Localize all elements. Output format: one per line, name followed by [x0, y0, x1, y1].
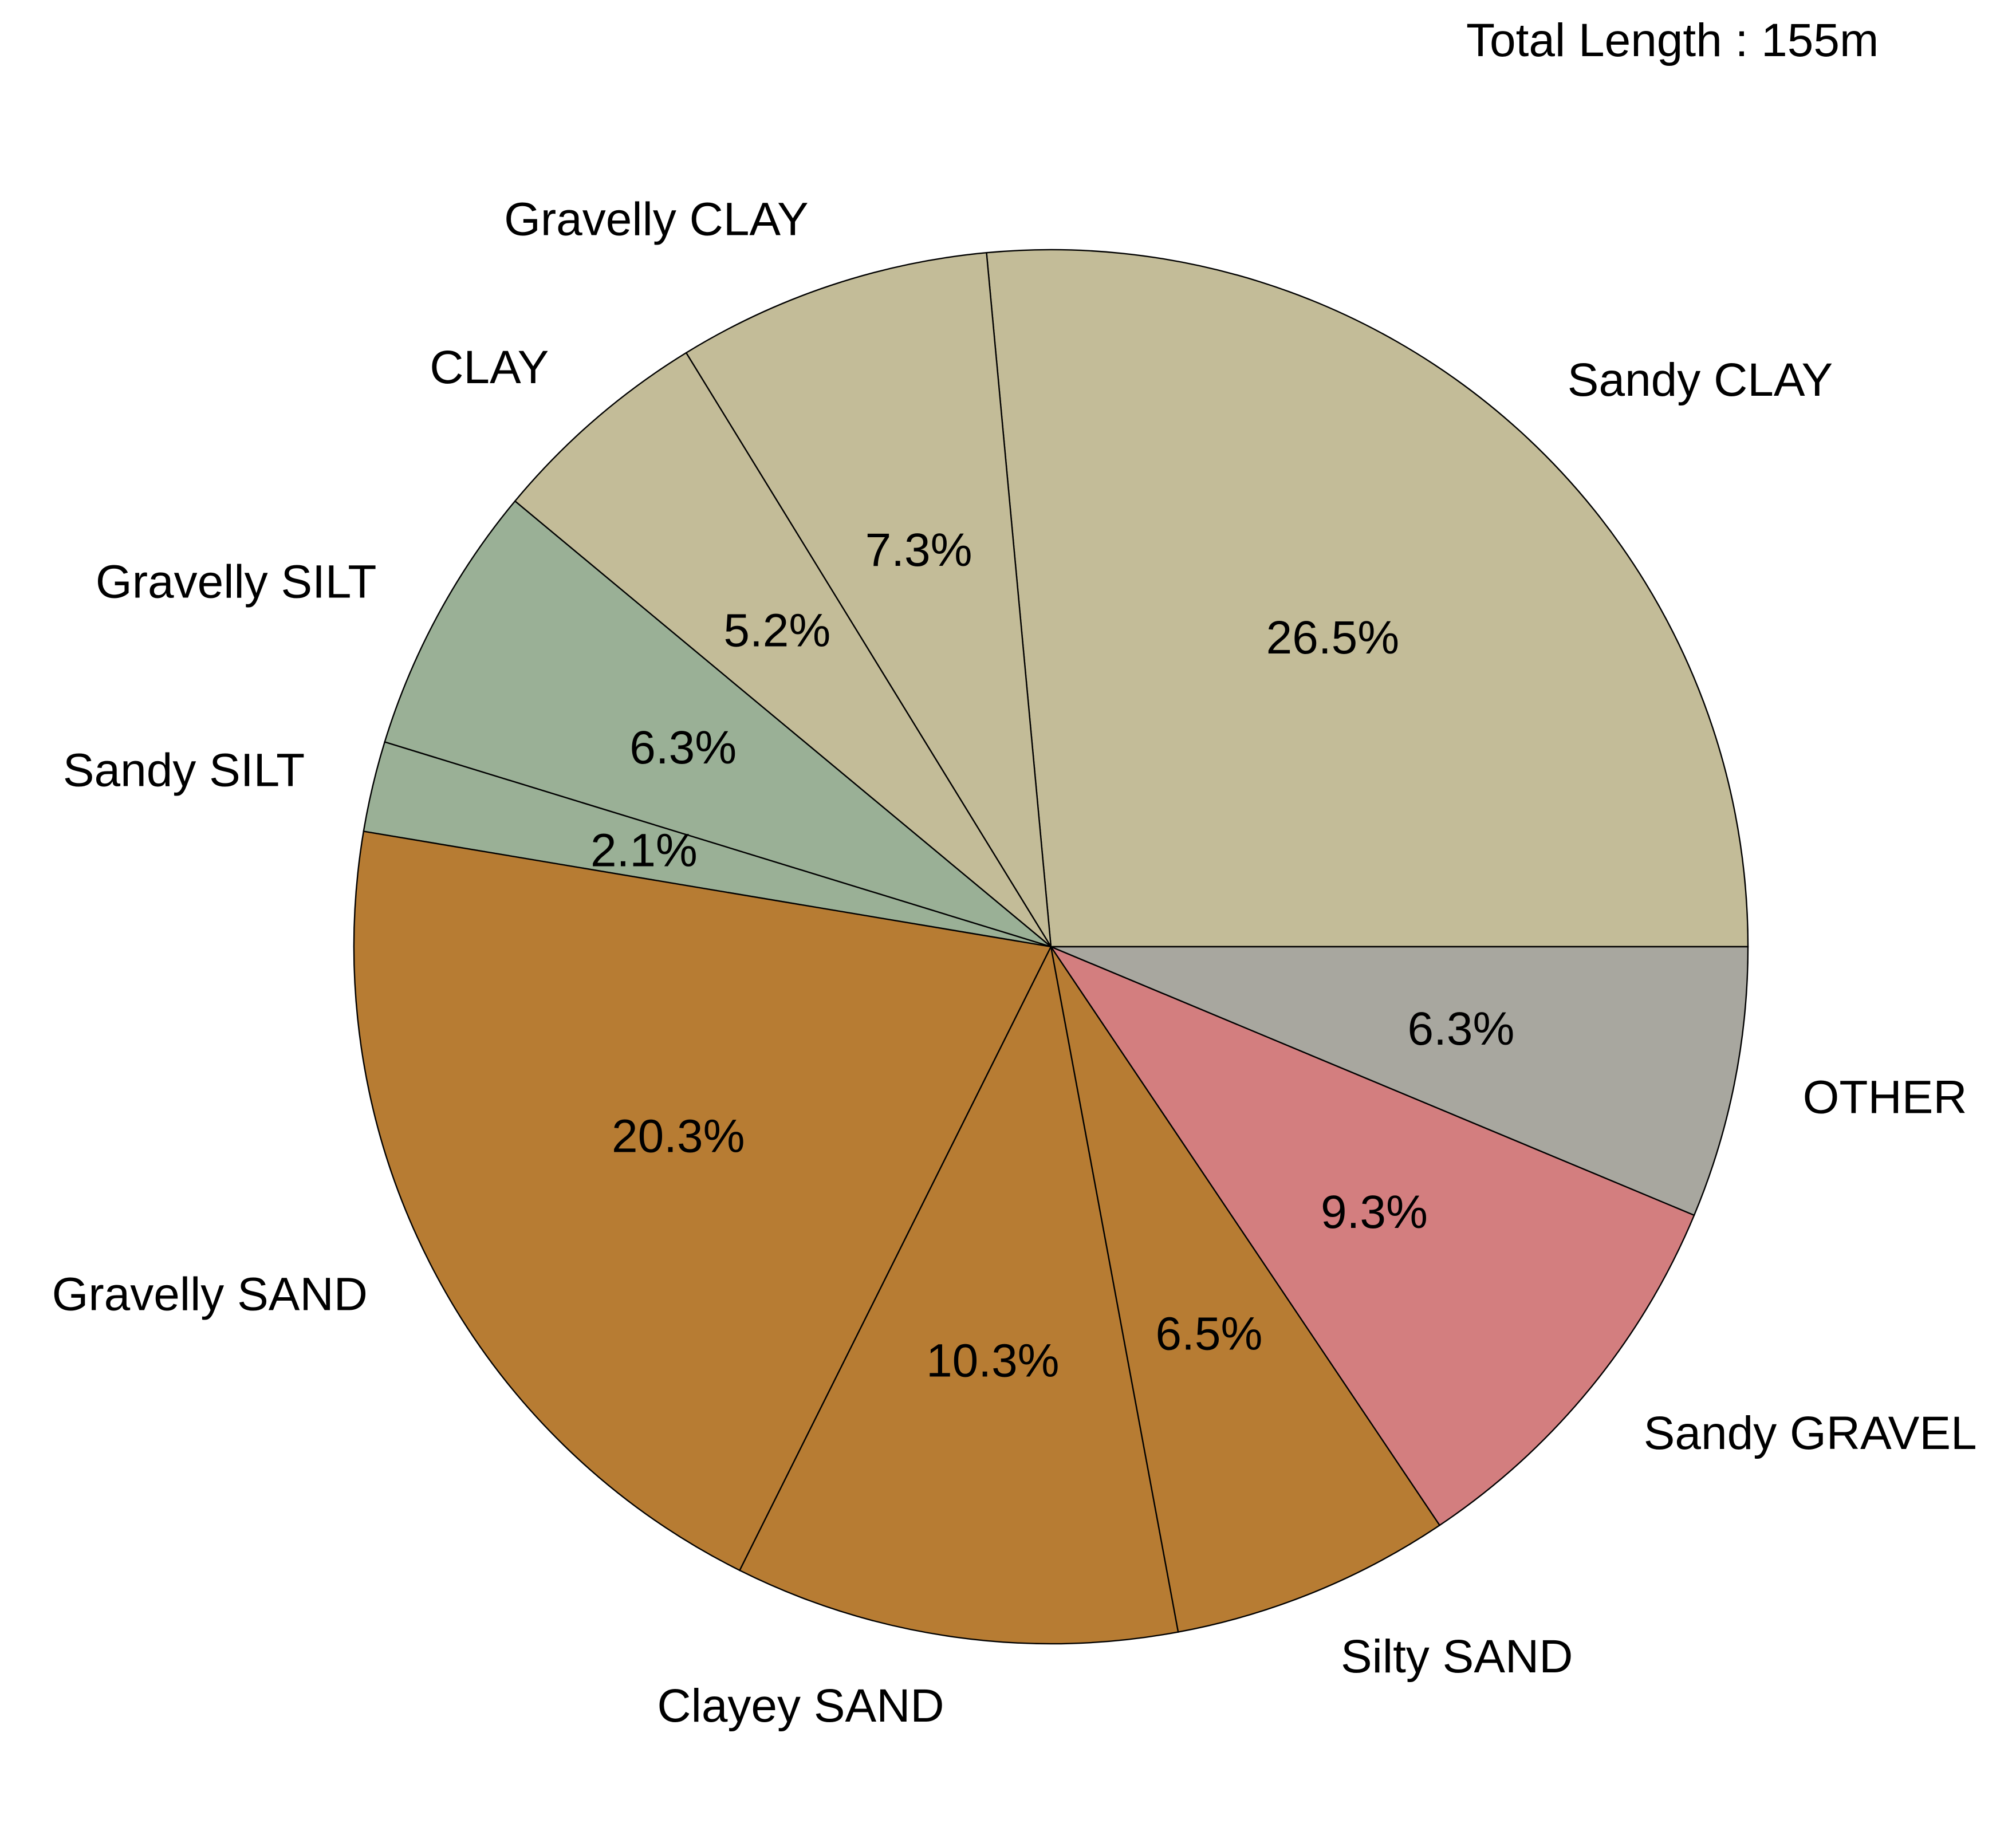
pct-label-gravelly-silt: 6.3%: [629, 722, 737, 774]
category-label-sandy-silt: Sandy SILT: [63, 744, 305, 796]
category-label-clayey-sand: Clayey SAND: [657, 1680, 944, 1732]
pct-label-gravelly-sand: 20.3%: [612, 1111, 745, 1163]
slice-sandy-clay: [986, 249, 1749, 948]
category-label-gravelly-silt: Gravelly SILT: [96, 556, 377, 608]
category-label-other: OTHER: [1803, 1071, 1967, 1123]
pct-label-sandy-clay: 26.5%: [1266, 612, 1400, 664]
pct-label-other: 6.3%: [1408, 1003, 1515, 1055]
pct-label-gravelly-clay: 7.3%: [865, 524, 972, 576]
pct-label-clay: 5.2%: [723, 605, 830, 657]
slice-gravelly-clay: [685, 251, 1052, 947]
slice-gravelly-silt: [384, 500, 1052, 948]
percentage-labels: 26.5% 7.3% 5.2% 6.3% 2.1% 20.3% 10.3% 6.5% 9.3% 6…: [590, 524, 1514, 1387]
category-label-sandy-clay: Sandy CLAY: [1568, 354, 1833, 406]
slice-silty-sand: [1050, 946, 1441, 1633]
slice-clay: [514, 352, 1052, 947]
pct-label-sandy-gravel: 9.3%: [1321, 1186, 1428, 1238]
slice-clayey-sand: [738, 944, 1179, 1645]
slice-gravelly-sand: [353, 830, 1052, 1572]
category-label-clay: CLAY: [430, 341, 549, 393]
slice-other: [1050, 946, 1749, 1216]
slice-sandy-gravel: [1049, 945, 1695, 1526]
category-label-silty-sand: Silty SAND: [1341, 1631, 1573, 1683]
category-label-sandy-gravel: Sandy GRAVEL: [1644, 1407, 1977, 1459]
category-label-gravelly-clay: Gravelly CLAY: [504, 193, 809, 245]
pie-slices: [353, 249, 1749, 1645]
total-length-annotation: Total Length : 155m: [1466, 14, 1879, 66]
pct-label-clayey-sand: 10.3%: [926, 1335, 1060, 1387]
category-labels: Sandy CLAY Gravelly CLAY CLAY Gravelly SILT…: [52, 193, 1977, 1732]
pct-label-sandy-silt: 2.1%: [590, 824, 698, 876]
category-label-gravelly-sand: Gravelly SAND: [52, 1269, 368, 1321]
pct-label-silty-sand: 6.5%: [1156, 1308, 1263, 1360]
